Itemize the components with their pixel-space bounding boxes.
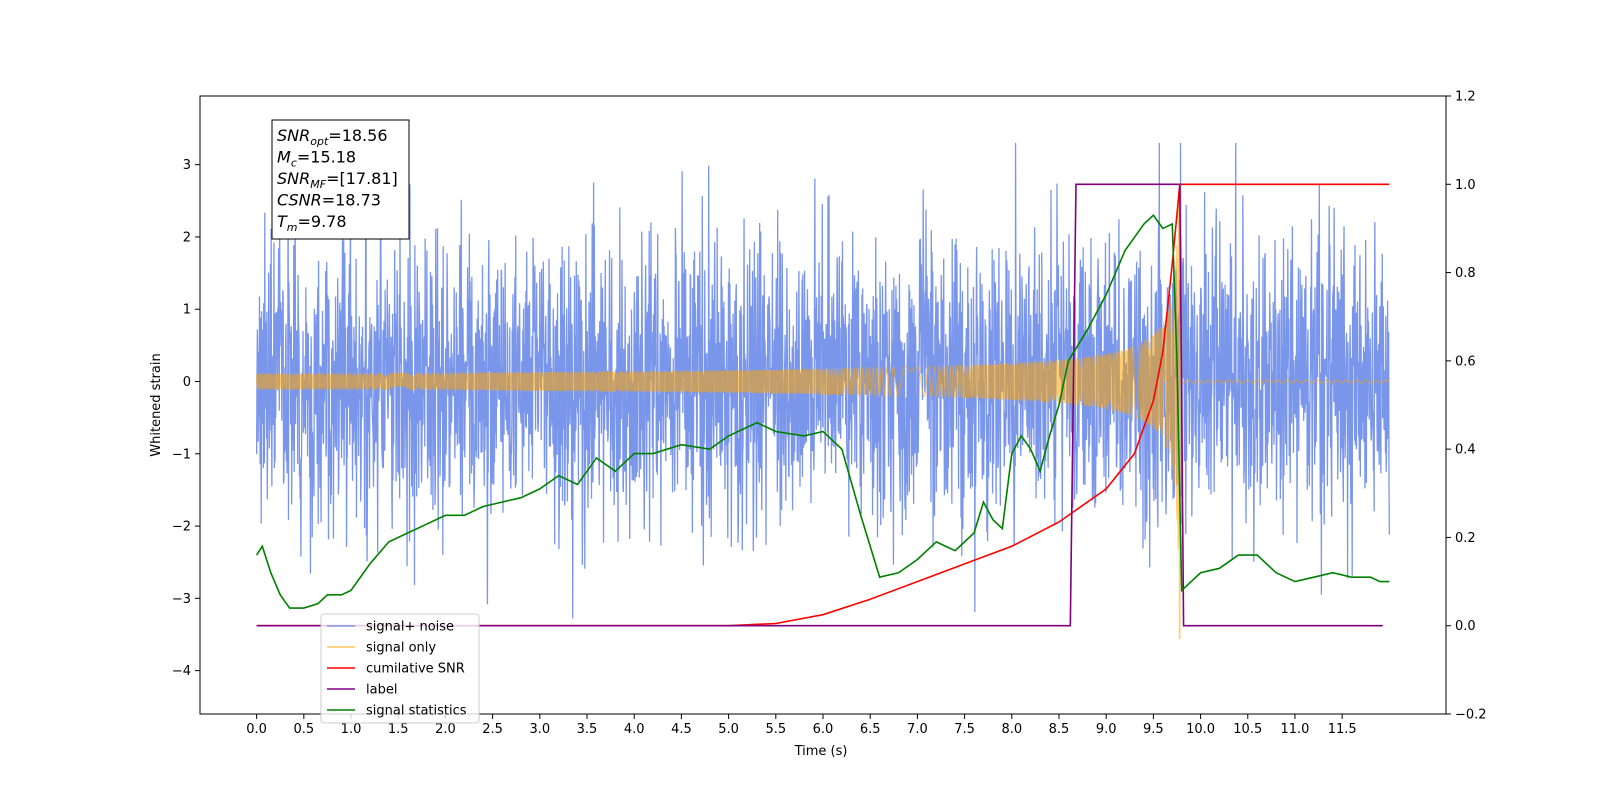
x-tick-label: 11.5 xyxy=(1328,722,1357,737)
info-symbol: T xyxy=(277,212,288,231)
y2-tick-label: −0.2 xyxy=(1455,708,1487,723)
info-symbol: CSNR xyxy=(277,191,322,210)
info-value: =[17.81] xyxy=(326,169,398,188)
x-tick-label: 9.0 xyxy=(1096,722,1117,737)
series-signal-noise-line xyxy=(255,142,1391,619)
y-tick-label: −1 xyxy=(172,447,191,462)
y-axis-right: −0.2 0.0 0.2 0.4 0.6 0.8 1.0 1.2 xyxy=(1446,90,1487,723)
y-tick-label: −2 xyxy=(172,520,191,535)
x-tick-label: 11.0 xyxy=(1280,722,1309,737)
y-axis-left: −4 −3 −2 −1 0 1 2 3 xyxy=(172,158,200,679)
y-tick-label: 1 xyxy=(183,303,191,318)
series-signal-statistics-line xyxy=(255,213,1390,609)
x-axis: 0.0 0.5 1.0 1.5 2.0 2.5 3.0 3.5 4.0 4.5 5.0 5.5 6.0 6… xyxy=(246,714,1357,737)
x-tick-label: 4.0 xyxy=(624,722,645,737)
info-box: SNRopt=18.56Mc=15.18SNRMF=[17.81]CSNR=18… xyxy=(271,119,410,240)
x-tick-label: 8.0 xyxy=(1001,722,1022,737)
x-tick-label: 6.5 xyxy=(860,722,881,737)
x-tick-label: 2.5 xyxy=(482,722,503,737)
x-tick-label: 1.5 xyxy=(388,722,409,737)
info-value: =9.78 xyxy=(298,212,347,231)
x-tick-label: 4.5 xyxy=(671,722,692,737)
y2-tick-label: 0.2 xyxy=(1455,531,1476,546)
legend-entry-label: signal only xyxy=(366,641,436,656)
y-tick-label: −3 xyxy=(172,592,191,607)
info-subscript: MF xyxy=(310,178,326,191)
series-cumulative-snr-line xyxy=(256,183,1390,627)
info-subscript: opt xyxy=(310,135,329,148)
y2-tick-label: 0.8 xyxy=(1455,266,1476,281)
x-tick-label: 10.5 xyxy=(1233,722,1262,737)
x-tick-label: 2.0 xyxy=(435,722,456,737)
info-symbol: SNR xyxy=(277,126,310,145)
x-tick-label: 0.5 xyxy=(293,722,314,737)
y2-tick-label: 0.0 xyxy=(1455,619,1476,634)
x-tick-label: 9.5 xyxy=(1143,722,1164,737)
x-tick-label: 8.5 xyxy=(1049,722,1070,737)
legend-frame xyxy=(320,613,480,724)
info-box-frame xyxy=(271,119,410,240)
y-tick-label: 0 xyxy=(183,375,191,390)
y-tick-label: 3 xyxy=(183,158,191,173)
series-label-line xyxy=(256,183,1383,627)
y2-tick-label: 0.6 xyxy=(1455,354,1476,369)
info-value: =15.18 xyxy=(297,148,356,167)
legend: signal+ noise signal only cumilative SNR la… xyxy=(320,613,480,724)
info-box-line: SNRMF=[17.81] xyxy=(277,169,398,191)
info-box-line: Mc=15.18 xyxy=(277,148,356,170)
x-tick-label: 5.5 xyxy=(765,722,786,737)
plot-area xyxy=(255,142,1391,639)
info-box-line: CSNR=18.73 xyxy=(277,191,381,210)
x-tick-label: 10.0 xyxy=(1186,722,1215,737)
y2-tick-label: 1.2 xyxy=(1455,90,1476,105)
x-tick-label: 1.0 xyxy=(341,722,362,737)
x-tick-label: 3.5 xyxy=(577,722,598,737)
legend-entry-label: signal statistics xyxy=(366,704,467,719)
y2-tick-label: 0.4 xyxy=(1455,443,1476,458)
info-subscript: m xyxy=(287,221,298,234)
y-axis-label: Whitened strain xyxy=(149,353,164,456)
y-tick-label: 2 xyxy=(183,230,191,245)
legend-entry-label: signal+ noise xyxy=(366,620,454,635)
info-box-line: Tm=9.78 xyxy=(277,212,347,234)
info-value: =18.73 xyxy=(322,191,381,210)
series-signal-only-line xyxy=(256,190,1390,639)
x-tick-label: 5.0 xyxy=(718,722,739,737)
x-axis-label: Time (s) xyxy=(794,744,848,759)
legend-entry-label: label xyxy=(366,683,397,698)
x-tick-label: 3.0 xyxy=(529,722,550,737)
info-symbol: SNR xyxy=(277,169,310,188)
info-value: =18.56 xyxy=(328,126,387,145)
y2-tick-label: 1.0 xyxy=(1455,178,1476,193)
y-tick-label: −4 xyxy=(172,664,191,679)
x-tick-label: 6.0 xyxy=(813,722,834,737)
info-box-line: SNRopt=18.56 xyxy=(277,126,388,148)
legend-entry-label: cumilative SNR xyxy=(366,662,465,677)
x-tick-label: 0.0 xyxy=(246,722,267,737)
x-tick-label: 7.0 xyxy=(907,722,928,737)
info-symbol: M xyxy=(277,148,291,167)
x-tick-label: 7.5 xyxy=(954,722,975,737)
info-subscript: c xyxy=(291,157,297,170)
